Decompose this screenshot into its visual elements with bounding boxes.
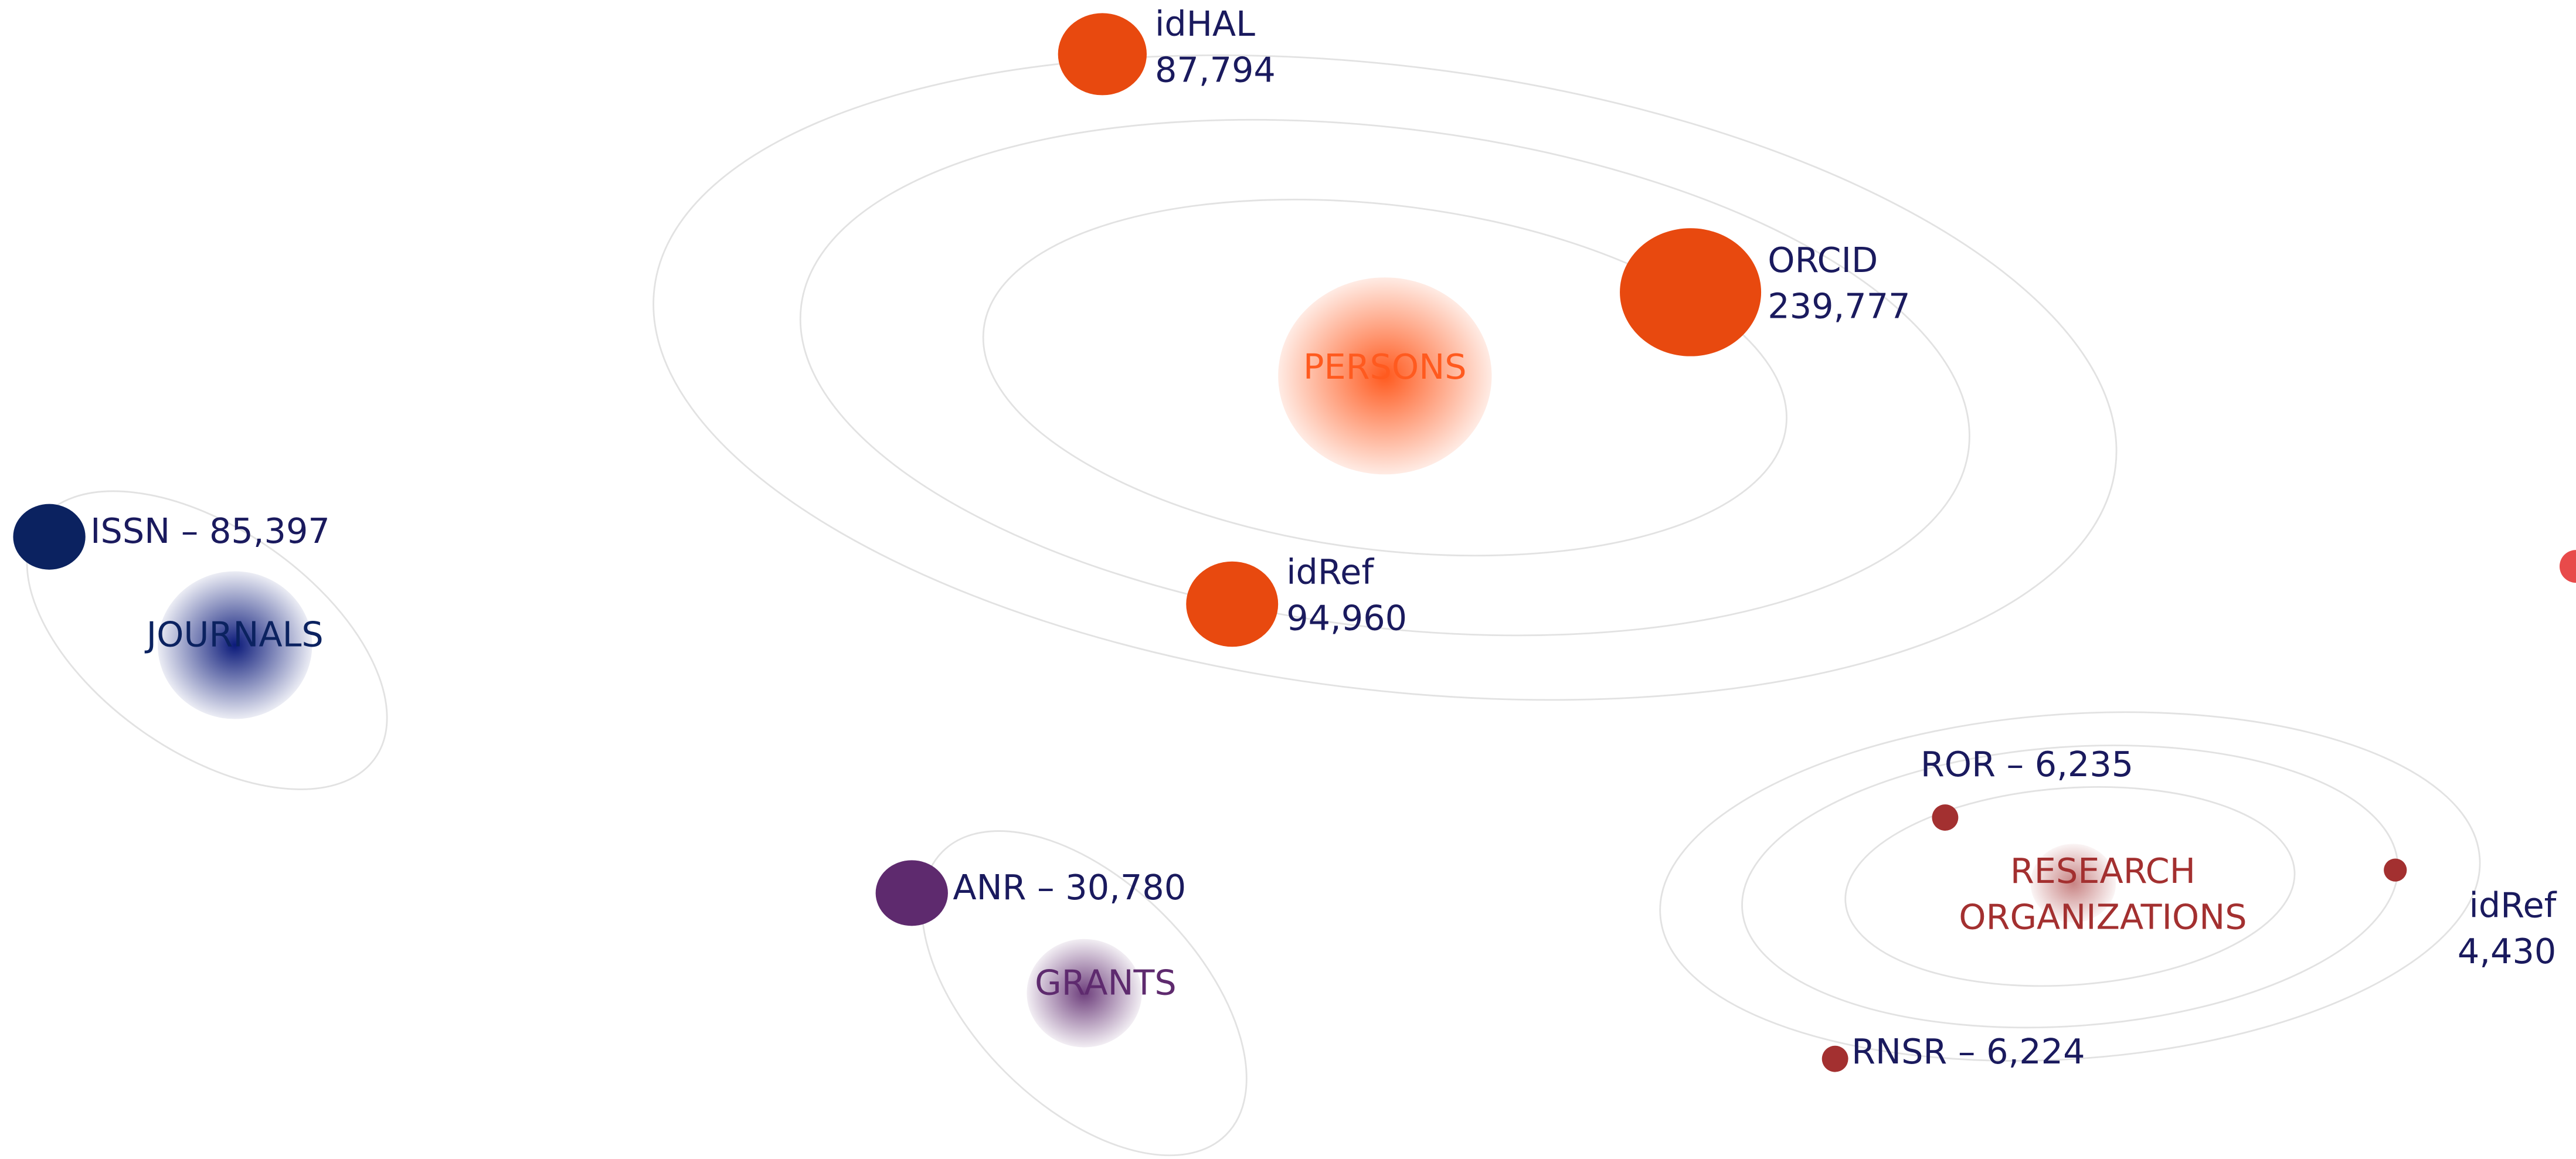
identifier-label: idHAL: [1155, 4, 1255, 44]
identifier-label: 94,960: [1286, 598, 1407, 638]
identifier-label: idRef: [1286, 552, 1374, 592]
cluster-halo: [1278, 277, 1492, 475]
cluster-halo: [158, 571, 312, 719]
identifier-label: idRef: [2469, 885, 2557, 926]
identifier-label: 4,430: [2458, 931, 2556, 971]
orbit: [799, 118, 1970, 637]
identifier-dot: [2384, 858, 2407, 882]
identifier-label: ROR – 6,235: [1921, 744, 2133, 784]
cluster-halo: [1027, 939, 1142, 1048]
identifier-dot: [13, 504, 86, 570]
identifier-dot: [1821, 1045, 1848, 1072]
identifier-dot: [1932, 804, 1959, 831]
identifier-label: ORCID: [1768, 240, 1878, 280]
identifier-label: ANR – 30,780: [953, 867, 1186, 908]
identifier-label: 87,794: [1155, 49, 1276, 90]
cluster-label: RESEARCH: [2010, 851, 2196, 891]
identifier-dot: [875, 860, 948, 926]
identifier-label: ISSN – 85,397: [90, 511, 330, 551]
cluster-label: PERSONS: [1303, 346, 1467, 387]
cluster-label: ORGANIZATIONS: [1959, 896, 2247, 937]
cluster-halo: [2030, 844, 2116, 923]
identifier-label: 239,777: [1768, 286, 1910, 327]
offscreen-dot: [2559, 550, 2576, 583]
cluster-label: JOURNALS: [144, 614, 324, 655]
orbits: [26, 54, 2481, 1157]
orbit: [921, 830, 1248, 1157]
orbit: [653, 54, 2118, 701]
cluster-label: GRANTS: [1035, 962, 1177, 1002]
orbit: [1844, 786, 2296, 987]
identifier-dot: [1620, 228, 1762, 356]
identifier-label: RNSR – 6,224: [1851, 1031, 2085, 1072]
orbit: [982, 198, 1787, 557]
orbit: [1659, 711, 2481, 1062]
identifier-dot: [1058, 13, 1147, 96]
identifier-dot: [1186, 561, 1279, 647]
